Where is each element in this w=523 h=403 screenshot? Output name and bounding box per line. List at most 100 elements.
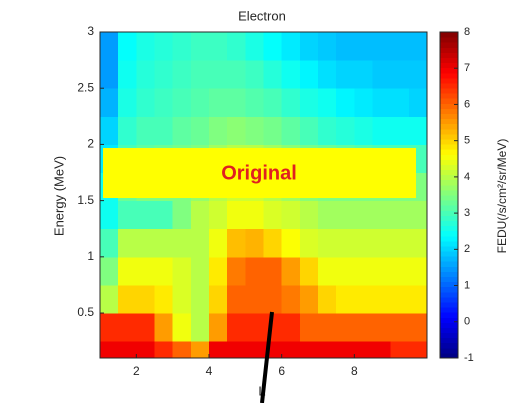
heatmap-cell — [118, 341, 137, 359]
heatmap-cell — [263, 60, 283, 89]
y-axis-label: Energy (MeV) — [51, 156, 66, 236]
annotation-box — [103, 148, 416, 198]
heatmap-cell — [318, 284, 337, 314]
colorbar-label: FEDU(/s/cm²/sr/MeV) — [495, 139, 509, 254]
heatmap-cell — [354, 284, 373, 314]
colorbar-swatch — [440, 245, 458, 252]
heatmap-cell — [336, 88, 355, 117]
heatmap-cell — [227, 228, 246, 258]
heatmap-cell — [318, 200, 337, 230]
heatmap-cell — [136, 341, 155, 359]
heatmap-cell — [118, 200, 137, 230]
heatmap-cell — [172, 116, 192, 145]
colorbar-swatch — [440, 42, 458, 48]
colorbar-swatch — [440, 174, 458, 181]
heatmap-cell — [408, 341, 428, 359]
colorbar-swatch — [440, 327, 458, 334]
axes: 2 4 6 8 0.5 1 1.5 2 2.5 3 -1 0 1 2 3 4 5 6 7 8 — [77, 24, 473, 378]
colorbar-swatch — [440, 240, 458, 247]
heatmap-cell — [318, 32, 337, 61]
heatmap-cell — [318, 341, 337, 359]
heatmap-cell — [299, 32, 319, 61]
heatmap-cell — [408, 313, 428, 342]
heatmap-cell — [245, 32, 264, 61]
heatmap-cell — [299, 60, 319, 89]
heatmap-cell — [209, 88, 228, 117]
colorbar-tick-label: 8 — [464, 26, 470, 38]
colorbar-swatch — [440, 164, 458, 171]
colorbar-swatch — [440, 352, 458, 359]
heatmap-cell — [172, 228, 192, 258]
heatmap-cell — [408, 200, 428, 230]
heatmap-cell — [154, 313, 174, 342]
colorbar-swatch — [440, 215, 458, 221]
heatmap-cell — [318, 313, 337, 342]
heatmap-cell — [390, 256, 410, 286]
heatmap-cell — [336, 256, 355, 286]
colorbar-tick-label: -1 — [464, 352, 474, 364]
colorbar-swatch — [440, 296, 458, 303]
colorbar-swatch — [440, 52, 458, 58]
heatmap-cell — [281, 284, 301, 314]
heatmap — [100, 32, 428, 359]
heatmap-cell — [372, 32, 392, 61]
heatmap-cell — [390, 116, 410, 145]
x-tick-label: 6 — [278, 364, 285, 378]
heatmap-cell — [263, 88, 283, 117]
heatmap-cell — [299, 256, 319, 286]
colorbar-swatch — [440, 271, 458, 277]
heatmap-cell — [318, 228, 337, 258]
heatmap-cell — [372, 88, 392, 117]
heatmap-cell — [372, 313, 392, 342]
heatmap-cell — [299, 200, 319, 230]
heatmap-cell — [390, 88, 410, 117]
heatmap-cell — [136, 256, 155, 286]
heatmap-cell — [100, 313, 119, 342]
heatmap-cell — [390, 341, 410, 359]
colorbar-swatch — [440, 266, 458, 272]
heatmap-cell — [390, 60, 410, 89]
heatmap-cell — [154, 284, 174, 314]
colorbar-tick-label: 2 — [464, 243, 470, 255]
colorbar-swatch — [440, 276, 458, 283]
heatmap-cell — [136, 116, 155, 145]
colorbar-swatch — [440, 307, 458, 313]
heatmap-cell — [100, 32, 119, 61]
colorbar-swatch — [440, 82, 458, 89]
heatmap-cell — [281, 32, 301, 61]
heatmap-cell — [136, 228, 155, 258]
heatmap-cell — [372, 116, 392, 145]
heatmap-cell — [336, 313, 355, 342]
heatmap-cell — [390, 200, 410, 230]
heatmap-cell — [318, 60, 337, 89]
heatmap-cell — [209, 200, 228, 230]
heatmap-cell — [190, 200, 210, 230]
heatmap-cell — [209, 228, 228, 258]
heatmap-cell — [154, 88, 174, 117]
heatmap-cell — [245, 256, 264, 286]
colorbar-tick-label: 5 — [464, 135, 470, 147]
heatmap-cell — [190, 116, 210, 145]
y-tick-label: 2.5 — [77, 80, 94, 94]
heatmap-cell — [190, 60, 210, 89]
heatmap-cell — [209, 341, 228, 359]
colorbar-swatch — [440, 138, 458, 145]
heatmap-cell — [318, 88, 337, 117]
heatmap-cell — [118, 313, 137, 342]
heatmap-cell — [263, 228, 283, 258]
colorbar-swatch — [440, 113, 458, 120]
heatmap-cell — [100, 116, 119, 145]
heatmap-cell — [281, 60, 301, 89]
heatmap-cell — [154, 116, 174, 145]
heatmap-cell — [372, 256, 392, 286]
heatmap-cell — [118, 116, 137, 145]
heatmap-cell — [281, 228, 301, 258]
heatmap-cell — [245, 284, 264, 314]
colorbar-swatch — [440, 312, 458, 318]
heatmap-cell — [100, 341, 119, 359]
colorbar-swatch — [440, 47, 458, 53]
heatmap-cell — [336, 341, 355, 359]
heatmap-cell — [245, 60, 264, 89]
heatmap-cell — [281, 256, 301, 286]
heatmap-cell — [372, 284, 392, 314]
